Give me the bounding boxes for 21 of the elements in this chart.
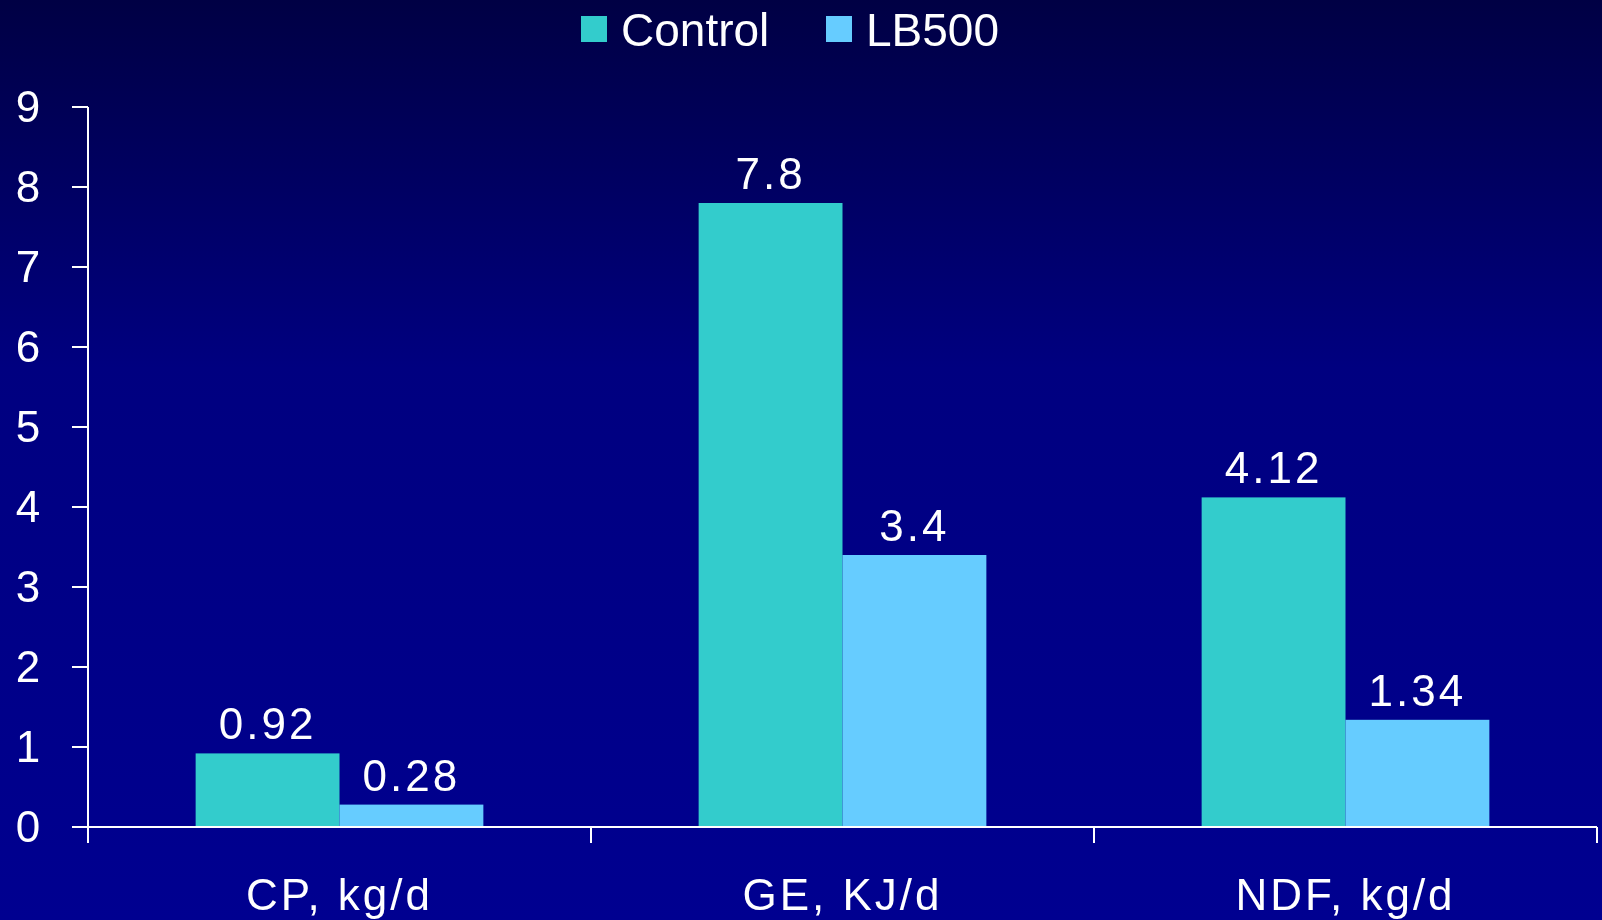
y-tick-label: 0 bbox=[15, 802, 41, 852]
y-tick-label: 7 bbox=[15, 242, 41, 292]
data-label: 0.92 bbox=[218, 699, 317, 749]
y-tick-label: 1 bbox=[15, 722, 41, 772]
y-tick-label: 3 bbox=[15, 562, 41, 612]
data-label: 1.34 bbox=[1368, 665, 1467, 715]
data-label: 7.8 bbox=[735, 149, 806, 198]
x-tick-label: GE, KJ/d bbox=[742, 870, 943, 919]
y-tick-label: 4 bbox=[15, 482, 41, 532]
data-label: 3.4 bbox=[879, 501, 950, 550]
legend-label: LB500 bbox=[866, 4, 1000, 57]
y-tick-label: 8 bbox=[15, 162, 41, 212]
data-label: 0.28 bbox=[362, 750, 461, 800]
x-tick-label: CP, kg/d bbox=[245, 870, 434, 919]
y-tick-label: 2 bbox=[15, 642, 41, 692]
data-label: 4.12 bbox=[1224, 443, 1323, 493]
y-tick-label: 9 bbox=[15, 82, 41, 132]
y-tick-label: 5 bbox=[15, 402, 41, 452]
x-tick-label: NDF, kg/d bbox=[1235, 870, 1456, 919]
legend-label: Control bbox=[621, 4, 770, 57]
y-tick-label: 6 bbox=[15, 322, 41, 372]
